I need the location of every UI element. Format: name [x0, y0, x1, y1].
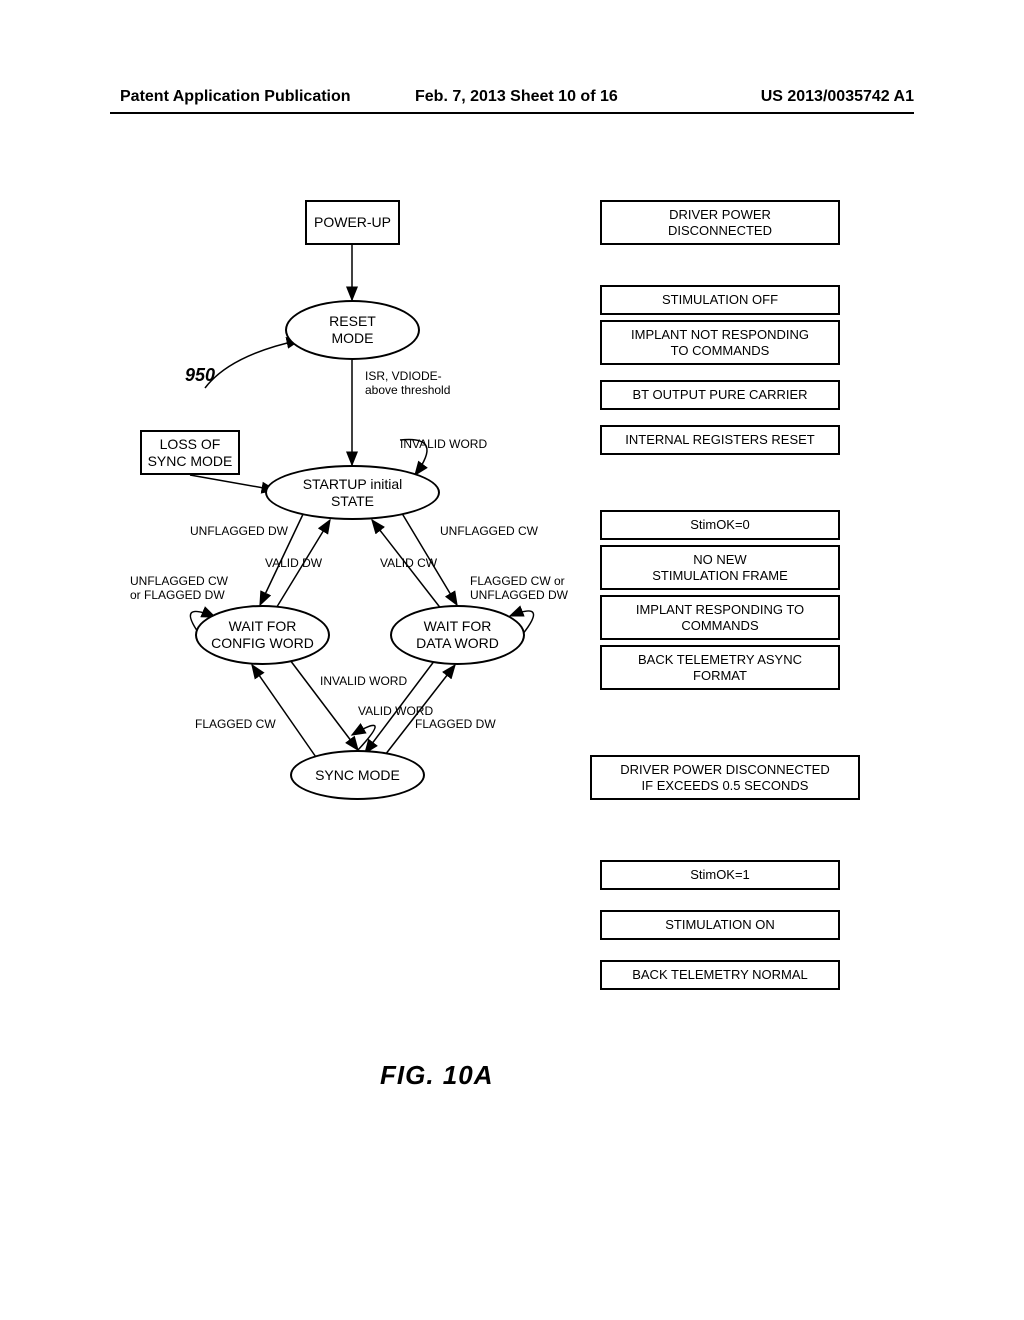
side-box-4: INTERNAL REGISTERS RESET [600, 425, 840, 455]
side-box-9: DRIVER POWER DISCONNECTED IF EXCEEDS 0.5… [590, 755, 860, 800]
label-invalid-word-top: INVALID WORD [400, 438, 487, 452]
node-startup: STARTUP initial STATE [265, 465, 440, 520]
node-power-up: POWER-UP [305, 200, 400, 245]
figure-caption: FIG. 10A [380, 1060, 493, 1091]
label-invalid-word-btm: INVALID WORD [320, 675, 407, 689]
page: Patent Application Publication Feb. 7, 2… [0, 0, 1024, 1320]
node-wait-data: WAIT FOR DATA WORD [390, 605, 525, 665]
label-valid-cw: VALID CW [380, 557, 437, 571]
side-box-12: BACK TELEMETRY NORMAL [600, 960, 840, 990]
header-left: Patent Application Publication [120, 88, 351, 106]
label-valid-dw: VALID DW [265, 557, 322, 571]
side-box-3: BT OUTPUT PURE CARRIER [600, 380, 840, 410]
label-unflagged-dw: UNFLAGGED DW [190, 525, 288, 539]
side-box-11: STIMULATION ON [600, 910, 840, 940]
label-unflagged-cw: UNFLAGGED CW [440, 525, 538, 539]
side-box-7: IMPLANT RESPONDING TO COMMANDS [600, 595, 840, 640]
node-wait-config: WAIT FOR CONFIG WORD [195, 605, 330, 665]
side-box-8: BACK TELEMETRY ASYNC FORMAT [600, 645, 840, 690]
label-isr-vdiode: ISR, VDIODE- above threshold [365, 370, 450, 398]
side-box-5: StimOK=0 [600, 510, 840, 540]
header-rule [110, 112, 914, 114]
header-right: US 2013/0035742 A1 [761, 88, 914, 106]
header-center: Feb. 7, 2013 Sheet 10 of 16 [415, 88, 618, 106]
side-box-2: IMPLANT NOT RESPONDING TO COMMANDS [600, 320, 840, 365]
node-loss-sync: LOSS OF SYNC MODE [140, 430, 240, 475]
state-diagram: POWER-UP RESET MODE LOSS OF SYNC MODE START… [140, 200, 890, 1060]
label-flagged-dw: FLAGGED DW [415, 718, 496, 732]
side-box-1: STIMULATION OFF [600, 285, 840, 315]
label-flagged-cw-or-un-dw: FLAGGED CW or UNFLAGGED DW [470, 575, 568, 603]
side-box-6: NO NEW STIMULATION FRAME [600, 545, 840, 590]
label-flagged-cw: FLAGGED CW [195, 718, 276, 732]
side-box-10: StimOK=1 [600, 860, 840, 890]
label-unflagged-cw-or-dw: UNFLAGGED CW or FLAGGED DW [130, 575, 228, 603]
node-sync-mode: SYNC MODE [290, 750, 425, 800]
side-box-0: DRIVER POWER DISCONNECTED [600, 200, 840, 245]
node-reset-mode: RESET MODE [285, 300, 420, 360]
label-ref-num: 950 [185, 365, 215, 386]
